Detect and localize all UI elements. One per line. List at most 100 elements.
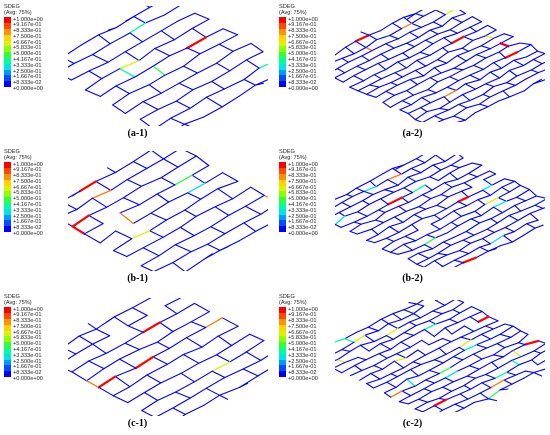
fiber-segment [458,242,471,252]
fiber-segment [364,62,379,71]
fiber-segment [335,338,346,343]
fiber-segment [356,326,369,333]
fiber-segment [453,115,466,121]
legend-swatch [4,226,11,232]
fiber-segment [494,371,508,379]
fiber-segment [432,241,444,250]
fiber-segment [190,243,209,253]
fiber-segment [482,184,493,191]
fiber-segment [421,214,435,220]
legend-swatch [279,220,286,227]
fiber-segment [356,65,366,71]
fiber-segment [254,82,264,86]
fiber-segment [377,58,390,64]
fiber-segment [418,391,433,400]
fiber-segment [355,180,371,189]
fiber-segment [475,24,489,33]
fiber-segment [112,92,130,106]
legend-swatch [4,174,11,180]
fiber-segment [442,241,452,246]
fiber-segment [119,68,136,78]
fiber-segment [409,363,422,371]
fiber-mesh [68,6,268,126]
fiber-segment [126,247,144,258]
fiber-segment [459,388,472,395]
fiber-segment [399,109,409,115]
fiber-segment [489,90,504,98]
fiber-segment [524,72,539,80]
fiber-segment [124,51,140,62]
fiber-segment [481,238,491,245]
fiber-segment [140,177,162,187]
fiber-segment [172,397,191,409]
fiber-segment [156,407,174,416]
fiber-segment [513,59,525,67]
fiber-segment [150,212,167,221]
fiber-segment [178,82,194,91]
fiber-segment [413,214,423,220]
fiber-segment [411,184,426,194]
legend-swatch [4,365,11,372]
legend-row: +6.667e-01 [279,330,318,337]
fiber-segment [390,367,405,375]
fiber-segment [523,58,534,67]
fiber-segment [412,89,429,96]
legend-row: +5.000e-01 [4,197,43,203]
fiber-segment [232,42,252,52]
fiber-segment [373,335,388,343]
fiber-segment [469,68,484,76]
fiber-segment [356,228,373,235]
fiber-segment [430,223,441,230]
legend-row: +7.500e-01 [4,179,43,186]
fiber-segment [244,194,265,207]
fiber-segment [438,341,452,349]
legend-swatch [279,191,286,198]
fiber-segment [115,230,133,240]
fiber-segment [182,346,203,356]
fiber-segment [400,167,412,175]
fiber-segment [423,323,437,331]
fiber-segment [411,244,425,251]
fiber-segment [114,375,131,388]
fiber-segment [185,326,207,339]
legend-swatch [279,359,286,366]
fiber-segment [490,333,501,340]
fiber-segment [474,203,486,212]
fiber-segment [450,221,459,227]
legend-swatch [4,359,11,366]
fiber-segment [437,172,451,182]
legend-value: +2.500e-01 [288,358,317,365]
fiber-segment [489,67,503,73]
fiber-segment [433,377,446,384]
fiber-segment [361,50,373,57]
fiber-segment [172,262,186,271]
fiber-segment [479,246,489,252]
fiber-segment [335,349,343,354]
fiber-segment [382,216,396,224]
legend-swatch [4,313,11,319]
fiber-segment [469,316,479,323]
fiber-segment [438,390,453,399]
fiber-segment [350,200,364,208]
fiber-segment [423,260,436,267]
fiber-segment [481,354,494,360]
fiber-segment [402,52,410,59]
legend-value: +1.667e-01 [288,74,317,81]
fiber-segment [463,344,478,351]
fiber-segment [424,155,437,164]
fiber-segment [71,371,88,382]
fiber-segment [488,398,498,402]
fiber-segment [415,155,424,160]
legend-value: +3.333e-01 [13,352,42,359]
legend-swatch [4,63,11,70]
fiber-segment [78,328,97,337]
fiber-segment [450,336,462,343]
fiber-segment [450,215,462,223]
fiber-segment [474,106,489,114]
legend-value: +6.667e-01 [13,329,42,336]
fiber-segment [460,210,476,217]
fiber-segment [437,244,452,254]
legend-value: +4.167e-01 [288,57,317,64]
fiber-segment [384,205,400,213]
fiber-segment [366,86,380,95]
